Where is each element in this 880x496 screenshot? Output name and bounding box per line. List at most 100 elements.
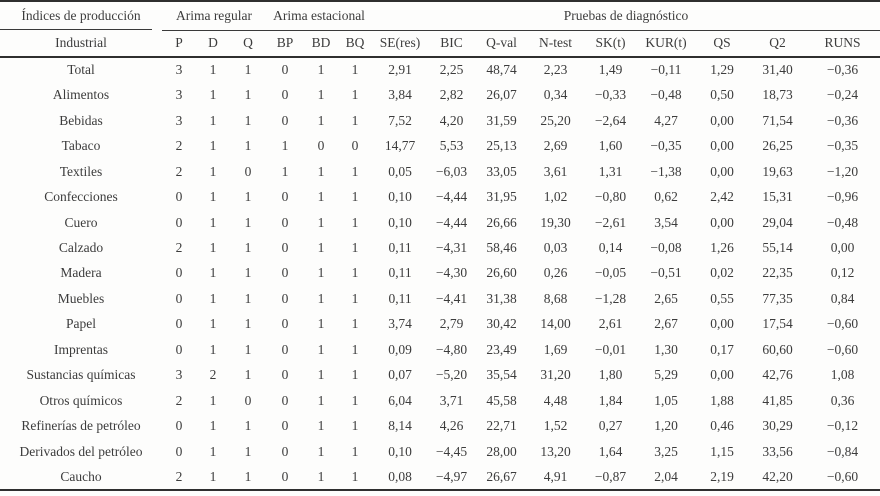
value-cell: 0 [175, 290, 183, 306]
value-cell: 48,74 [486, 62, 517, 78]
value-cell: 1 [209, 214, 217, 230]
value-cell: 60,60 [762, 341, 793, 357]
value-cell: 1 [244, 418, 252, 434]
value-cell: 0,00 [830, 240, 855, 256]
value-cell: −1,28 [594, 290, 627, 306]
value-cell: 0 [351, 138, 359, 154]
value-cell: 31,40 [762, 62, 793, 78]
value-cell: −0,80 [594, 189, 627, 205]
value-cell: 1 [209, 468, 217, 484]
value-cell: 1,80 [598, 367, 623, 383]
value-cell: 1 [209, 112, 217, 128]
value-cell: 0 [175, 443, 183, 459]
value-cell: 71,54 [762, 112, 793, 128]
value-cell: 1,88 [710, 392, 734, 408]
value-cell: 0 [175, 418, 183, 434]
value-cell: 0,05 [388, 163, 412, 179]
column-header-runs: RUNS [805, 30, 880, 58]
value-cell: 2 [175, 240, 183, 256]
value-cell: −4,97 [435, 468, 468, 484]
value-cell: −0,01 [594, 341, 627, 357]
value-cell: 1,20 [654, 418, 678, 434]
value-cell: 3 [175, 367, 183, 383]
value-cell: 1,05 [654, 392, 678, 408]
value-cell: 0,10 [388, 443, 412, 459]
column-header-row: Industrial P D Q BP BD BQ SE(res) BIC Q-… [0, 30, 880, 58]
table-row: Calzado 2 1 1 0 1 1 0,11 −4,31 58,46 0,03 0,14 −0,08… [0, 235, 880, 260]
value-cell: 0 [281, 240, 289, 256]
value-cell: 2,65 [654, 290, 678, 306]
value-cell: 0,00 [710, 163, 734, 179]
value-cell: 3,25 [654, 443, 678, 459]
industry-name-cell: Madera [60, 265, 102, 281]
value-cell: 14,77 [384, 138, 416, 154]
value-cell: −0,84 [826, 443, 859, 459]
value-cell: 0,10 [388, 189, 412, 205]
value-cell: 0,50 [710, 87, 734, 103]
industry-name-cell: Total [67, 62, 95, 78]
value-cell: 1 [351, 468, 359, 484]
value-cell: −1,20 [826, 163, 859, 179]
value-cell: 1 [209, 163, 217, 179]
value-cell: 4,20 [439, 112, 464, 128]
value-cell: 0,11 [388, 265, 412, 281]
value-cell: 1 [351, 418, 359, 434]
value-cell: 41,85 [762, 392, 793, 408]
value-cell: 26,60 [486, 265, 517, 281]
table-row: Confecciones 0 1 1 0 1 1 0,10 −4,44 31,95 1,02 −0,8… [0, 184, 880, 209]
value-cell: 0 [281, 443, 289, 459]
value-cell: 1,64 [598, 443, 623, 459]
value-cell: 1 [209, 392, 217, 408]
group-header-indices-de-produccion: Índices de producción [0, 1, 162, 30]
value-cell: −4,80 [435, 341, 468, 357]
column-header-bic: BIC [428, 30, 476, 58]
column-header-p: P [162, 30, 196, 58]
value-cell: 2,67 [654, 316, 678, 332]
value-cell: 1 [244, 316, 252, 332]
value-cell: −4,41 [435, 290, 468, 306]
value-cell: 22,71 [486, 418, 517, 434]
industry-name-cell: Tabaco [61, 138, 101, 154]
value-cell: 1 [317, 62, 325, 78]
value-cell: 1 [244, 189, 252, 205]
industry-name-cell: Otros químicos [39, 392, 123, 408]
industry-name-cell: Refinerías de petróleo [21, 418, 141, 434]
value-cell: 0 [175, 265, 183, 281]
value-cell: 8,68 [543, 290, 568, 306]
value-cell: 4,26 [439, 418, 464, 434]
column-header-sk-t: SK(t) [583, 30, 639, 58]
value-cell: 0,27 [598, 418, 623, 434]
table-row: Derivados del petróleo 0 1 1 0 1 1 0,10 −4,45 28,… [0, 439, 880, 464]
value-cell: 2,61 [598, 316, 623, 332]
value-cell: −0,51 [650, 265, 682, 281]
value-cell: 1 [351, 341, 359, 357]
value-cell: 1 [209, 316, 217, 332]
value-cell: 1 [209, 418, 217, 434]
value-cell: 0 [317, 138, 325, 154]
value-cell: −0,36 [826, 112, 859, 128]
value-cell: 14,00 [540, 316, 571, 332]
value-cell: 3,74 [388, 316, 412, 332]
value-cell: 1 [281, 163, 289, 179]
value-cell: −0,35 [826, 138, 859, 154]
value-cell: 1,08 [830, 367, 855, 383]
value-cell: 4,27 [654, 112, 678, 128]
value-cell: 29,04 [762, 214, 793, 230]
value-cell: −0,48 [826, 214, 859, 230]
value-cell: 0 [175, 214, 183, 230]
column-header-q: Q [230, 30, 267, 58]
value-cell: 8,14 [388, 418, 412, 434]
column-header-qs: QS [694, 30, 751, 58]
value-cell: 0,34 [543, 87, 568, 103]
value-cell: 3,71 [439, 392, 464, 408]
value-cell: 0 [281, 290, 289, 306]
value-cell: 3,84 [388, 87, 412, 103]
group-header-pruebas-de-diagnostico: Pruebas de diagnóstico [372, 1, 880, 31]
value-cell: 1 [317, 316, 325, 332]
value-cell: 1 [209, 443, 217, 459]
value-cell: 3 [175, 87, 183, 103]
industry-name-cell: Calzado [58, 240, 104, 256]
value-cell: 1 [244, 265, 252, 281]
value-cell: 3 [175, 112, 183, 128]
value-cell: 1 [317, 265, 325, 281]
